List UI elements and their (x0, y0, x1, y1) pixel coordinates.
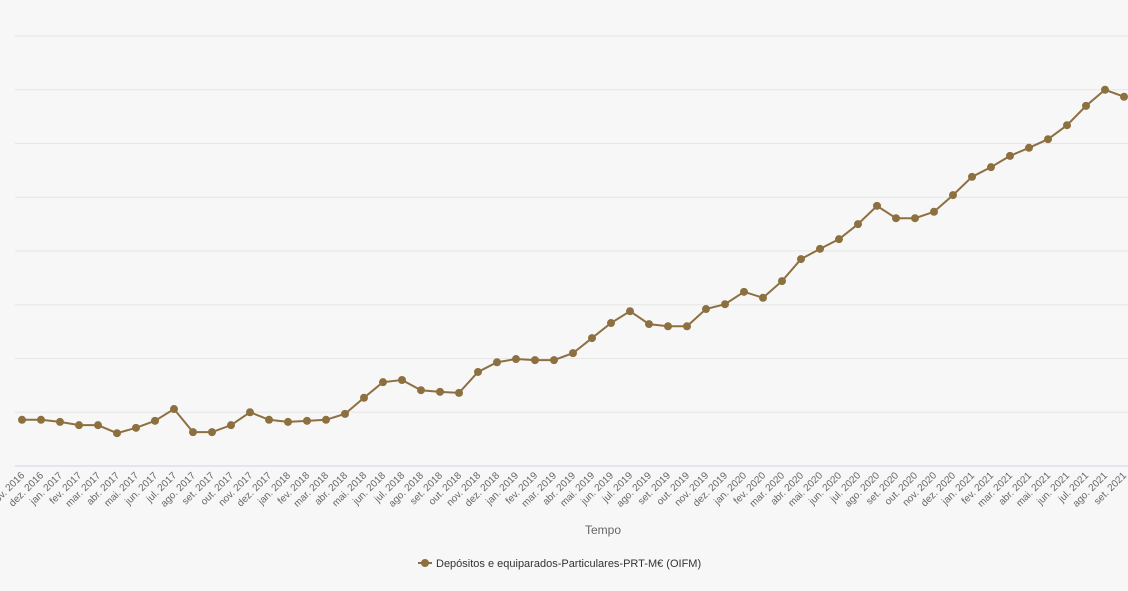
data-point (645, 320, 653, 329)
data-point (360, 393, 368, 402)
data-point (683, 322, 691, 331)
data-point (550, 356, 558, 365)
line-series (22, 88, 1125, 435)
data-point (398, 376, 406, 384)
data-point (1101, 85, 1109, 94)
data-point (322, 415, 330, 424)
data-point (113, 429, 121, 438)
data-point (949, 191, 957, 200)
data-point (531, 356, 539, 365)
data-point (436, 387, 444, 396)
data-point (930, 207, 938, 216)
data-point (987, 163, 995, 172)
data-point (512, 355, 520, 364)
data-point (303, 416, 311, 425)
data-point (721, 300, 729, 309)
legend-label: Depósitos e equiparados-Particulares-PRT… (436, 558, 701, 570)
data-point (170, 405, 178, 414)
data-point (189, 428, 197, 437)
data-point (911, 214, 919, 223)
data-point (797, 255, 805, 264)
data-point (835, 235, 843, 244)
data-point (341, 409, 349, 418)
data-point (740, 287, 748, 296)
data-point (265, 415, 273, 424)
data-point (1025, 143, 1033, 152)
legend-marker (421, 559, 429, 567)
data-point (607, 319, 615, 328)
data-point (1044, 135, 1052, 144)
x-axis-title: Tempo (585, 523, 621, 537)
data-point (892, 214, 900, 223)
data-point (816, 244, 824, 253)
data-point (626, 307, 634, 316)
data-point (56, 417, 64, 426)
data-point (968, 172, 976, 181)
data-point (1120, 92, 1128, 101)
data-point (664, 322, 672, 331)
data-point (132, 423, 140, 432)
data-point (227, 421, 235, 430)
data-point (455, 388, 463, 397)
data-point (18, 415, 26, 424)
data-point (588, 334, 596, 343)
data-point (569, 349, 577, 358)
data-point (417, 386, 425, 395)
data-point (1063, 121, 1071, 130)
data-point (759, 293, 767, 302)
data-point (778, 277, 786, 286)
data-point (75, 421, 83, 430)
data-point (379, 378, 387, 387)
data-point (94, 421, 102, 430)
data-point (1006, 151, 1014, 160)
data-point (208, 428, 216, 437)
data-point (854, 220, 862, 229)
data-point (474, 367, 482, 376)
data-point (246, 408, 254, 417)
data-point (151, 416, 159, 425)
data-point (873, 201, 881, 210)
data-point (1082, 101, 1090, 110)
data-point (37, 415, 45, 424)
data-point (493, 358, 501, 367)
data-point (702, 305, 710, 314)
data-point (284, 417, 292, 426)
